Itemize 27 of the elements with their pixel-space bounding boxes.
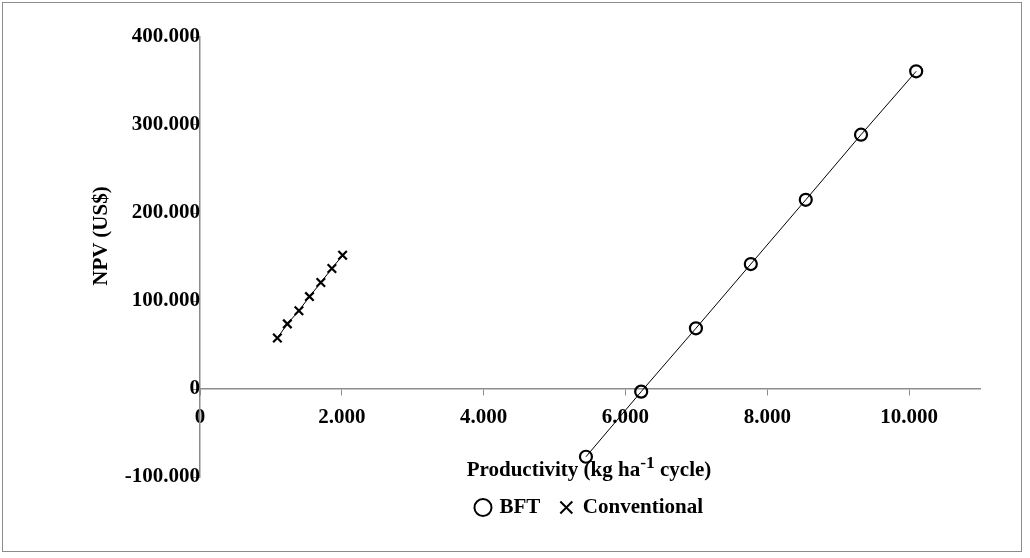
point [282,318,293,330]
point [304,291,315,302]
x-axis-title: Productivity (kg ha$^{-1}$ cycle) [466,452,712,482]
y-axis-title: NPV (US$) [87,186,113,286]
x-tick-label: 4.000 [460,404,508,429]
point [337,249,348,261]
y-tick-label: -100.000 [124,463,200,488]
y-tick-label: 400.000 [131,23,200,48]
point [634,384,649,399]
point [315,277,327,288]
legend-label: BFT [499,493,541,518]
point [688,321,704,336]
point [326,263,338,274]
point [293,305,305,317]
x-tick-label: 2.000 [318,404,366,429]
y-tick-label: 300.000 [131,111,200,136]
point [798,192,813,207]
point [272,332,283,344]
point [909,64,924,79]
y-tick-label: 100.000 [131,287,200,312]
y-tick-label: 200.000 [131,199,200,224]
x-tick-label: 10.000 [880,404,938,429]
legend-label: Conventional [582,493,704,518]
x-tick-label: 8.000 [743,404,791,429]
y-tick-label: 0 [189,375,200,400]
point [853,127,869,142]
point [743,256,758,272]
